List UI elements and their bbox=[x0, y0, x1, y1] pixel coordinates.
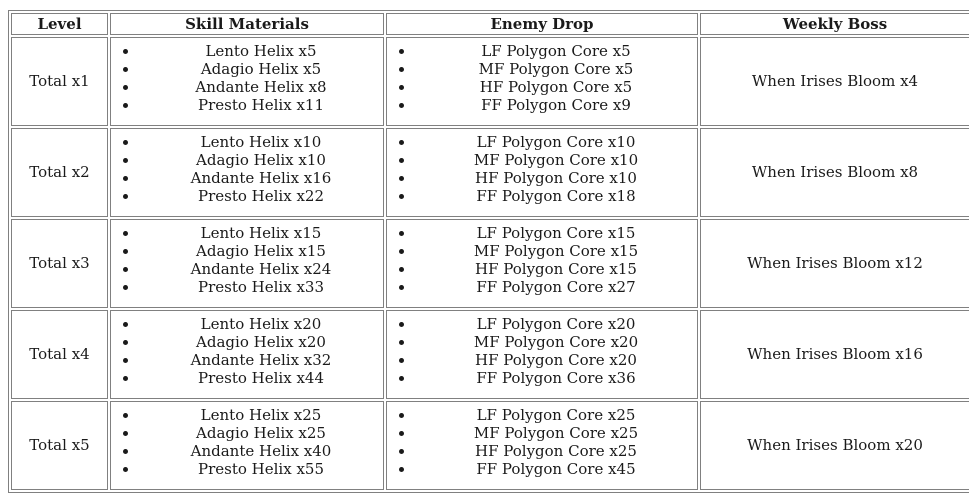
enemy-drop-cell: LF Polygon Core x5 MF Polygon Core x5 HF… bbox=[386, 37, 698, 126]
list-item: Adagio Helix x25 bbox=[139, 424, 383, 442]
list-item: LF Polygon Core x10 bbox=[415, 133, 697, 151]
list-item: FF Polygon Core x9 bbox=[415, 96, 697, 114]
enemy-drop-list: LF Polygon Core x20 MF Polygon Core x20 … bbox=[387, 315, 697, 387]
list-item: LF Polygon Core x5 bbox=[415, 42, 697, 60]
weekly-boss-cell: When Irises Bloom x12 bbox=[700, 219, 969, 308]
list-item: FF Polygon Core x18 bbox=[415, 187, 697, 205]
list-item: Andante Helix x16 bbox=[139, 169, 383, 187]
list-item: FF Polygon Core x45 bbox=[415, 460, 697, 478]
enemy-drop-list: LF Polygon Core x5 MF Polygon Core x5 HF… bbox=[387, 42, 697, 114]
list-item: Adagio Helix x10 bbox=[139, 151, 383, 169]
list-item: Lento Helix x10 bbox=[139, 133, 383, 151]
enemy-drop-cell: LF Polygon Core x10 MF Polygon Core x10 … bbox=[386, 128, 698, 217]
weekly-boss-cell: When Irises Bloom x8 bbox=[700, 128, 969, 217]
list-item: Adagio Helix x5 bbox=[139, 60, 383, 78]
enemy-drop-cell: LF Polygon Core x15 MF Polygon Core x15 … bbox=[386, 219, 698, 308]
list-item: HF Polygon Core x25 bbox=[415, 442, 697, 460]
list-item: Andante Helix x8 bbox=[139, 78, 383, 96]
enemy-drop-list: LF Polygon Core x15 MF Polygon Core x15 … bbox=[387, 224, 697, 296]
list-item: Adagio Helix x15 bbox=[139, 242, 383, 260]
list-item: Presto Helix x55 bbox=[139, 460, 383, 478]
level-cell: Total x2 bbox=[11, 128, 108, 217]
level-cell: Total x1 bbox=[11, 37, 108, 126]
enemy-drop-list: LF Polygon Core x25 MF Polygon Core x25 … bbox=[387, 406, 697, 478]
table-row: Total x3 Lento Helix x15 Adagio Helix x1… bbox=[11, 219, 969, 308]
table-row: Total x1 Lento Helix x5 Adagio Helix x5 … bbox=[11, 37, 969, 126]
list-item: Presto Helix x22 bbox=[139, 187, 383, 205]
table-row: Total x5 Lento Helix x25 Adagio Helix x2… bbox=[11, 401, 969, 490]
table-row: Total x4 Lento Helix x20 Adagio Helix x2… bbox=[11, 310, 969, 399]
list-item: FF Polygon Core x27 bbox=[415, 278, 697, 296]
enemy-drop-list: LF Polygon Core x10 MF Polygon Core x10 … bbox=[387, 133, 697, 205]
list-item: LF Polygon Core x25 bbox=[415, 406, 697, 424]
list-item: Lento Helix x5 bbox=[139, 42, 383, 60]
list-item: Presto Helix x11 bbox=[139, 96, 383, 114]
enemy-drop-cell: LF Polygon Core x25 MF Polygon Core x25 … bbox=[386, 401, 698, 490]
header-row: Level Skill Materials Enemy Drop Weekly … bbox=[11, 13, 969, 35]
list-item: MF Polygon Core x10 bbox=[415, 151, 697, 169]
weekly-boss-cell: When Irises Bloom x16 bbox=[700, 310, 969, 399]
list-item: HF Polygon Core x20 bbox=[415, 351, 697, 369]
header-skill-materials: Skill Materials bbox=[110, 13, 384, 35]
skill-materials-cell: Lento Helix x20 Adagio Helix x20 Andante… bbox=[110, 310, 384, 399]
header-weekly-boss: Weekly Boss bbox=[700, 13, 969, 35]
list-item: MF Polygon Core x25 bbox=[415, 424, 697, 442]
list-item: LF Polygon Core x20 bbox=[415, 315, 697, 333]
list-item: MF Polygon Core x15 bbox=[415, 242, 697, 260]
skill-materials-list: Lento Helix x25 Adagio Helix x25 Andante… bbox=[111, 406, 383, 478]
skill-materials-cell: Lento Helix x15 Adagio Helix x15 Andante… bbox=[110, 219, 384, 308]
list-item: HF Polygon Core x15 bbox=[415, 260, 697, 278]
skill-materials-list: Lento Helix x10 Adagio Helix x10 Andante… bbox=[111, 133, 383, 205]
list-item: Lento Helix x15 bbox=[139, 224, 383, 242]
list-item: Adagio Helix x20 bbox=[139, 333, 383, 351]
level-cell: Total x5 bbox=[11, 401, 108, 490]
list-item: Andante Helix x32 bbox=[139, 351, 383, 369]
skill-materials-cell: Lento Helix x25 Adagio Helix x25 Andante… bbox=[110, 401, 384, 490]
table-body: Total x1 Lento Helix x5 Adagio Helix x5 … bbox=[11, 37, 969, 490]
list-item: Lento Helix x25 bbox=[139, 406, 383, 424]
list-item: FF Polygon Core x36 bbox=[415, 369, 697, 387]
header-enemy-drop: Enemy Drop bbox=[386, 13, 698, 35]
skill-materials-list: Lento Helix x20 Adagio Helix x20 Andante… bbox=[111, 315, 383, 387]
list-item: LF Polygon Core x15 bbox=[415, 224, 697, 242]
list-item: Presto Helix x44 bbox=[139, 369, 383, 387]
list-item: Lento Helix x20 bbox=[139, 315, 383, 333]
list-item: HF Polygon Core x5 bbox=[415, 78, 697, 96]
skill-materials-list: Lento Helix x5 Adagio Helix x5 Andante H… bbox=[111, 42, 383, 114]
header-level: Level bbox=[11, 13, 108, 35]
weekly-boss-cell: When Irises Bloom x4 bbox=[700, 37, 969, 126]
list-item: HF Polygon Core x10 bbox=[415, 169, 697, 187]
list-item: Presto Helix x33 bbox=[139, 278, 383, 296]
level-cell: Total x3 bbox=[11, 219, 108, 308]
skill-materials-list: Lento Helix x15 Adagio Helix x15 Andante… bbox=[111, 224, 383, 296]
list-item: MF Polygon Core x20 bbox=[415, 333, 697, 351]
list-item: MF Polygon Core x5 bbox=[415, 60, 697, 78]
table-header: Level Skill Materials Enemy Drop Weekly … bbox=[11, 13, 969, 35]
list-item: Andante Helix x24 bbox=[139, 260, 383, 278]
enemy-drop-cell: LF Polygon Core x20 MF Polygon Core x20 … bbox=[386, 310, 698, 399]
list-item: Andante Helix x40 bbox=[139, 442, 383, 460]
level-cell: Total x4 bbox=[11, 310, 108, 399]
table-row: Total x2 Lento Helix x10 Adagio Helix x1… bbox=[11, 128, 969, 217]
materials-table: Level Skill Materials Enemy Drop Weekly … bbox=[8, 10, 969, 493]
skill-materials-cell: Lento Helix x10 Adagio Helix x10 Andante… bbox=[110, 128, 384, 217]
weekly-boss-cell: When Irises Bloom x20 bbox=[700, 401, 969, 490]
skill-materials-cell: Lento Helix x5 Adagio Helix x5 Andante H… bbox=[110, 37, 384, 126]
